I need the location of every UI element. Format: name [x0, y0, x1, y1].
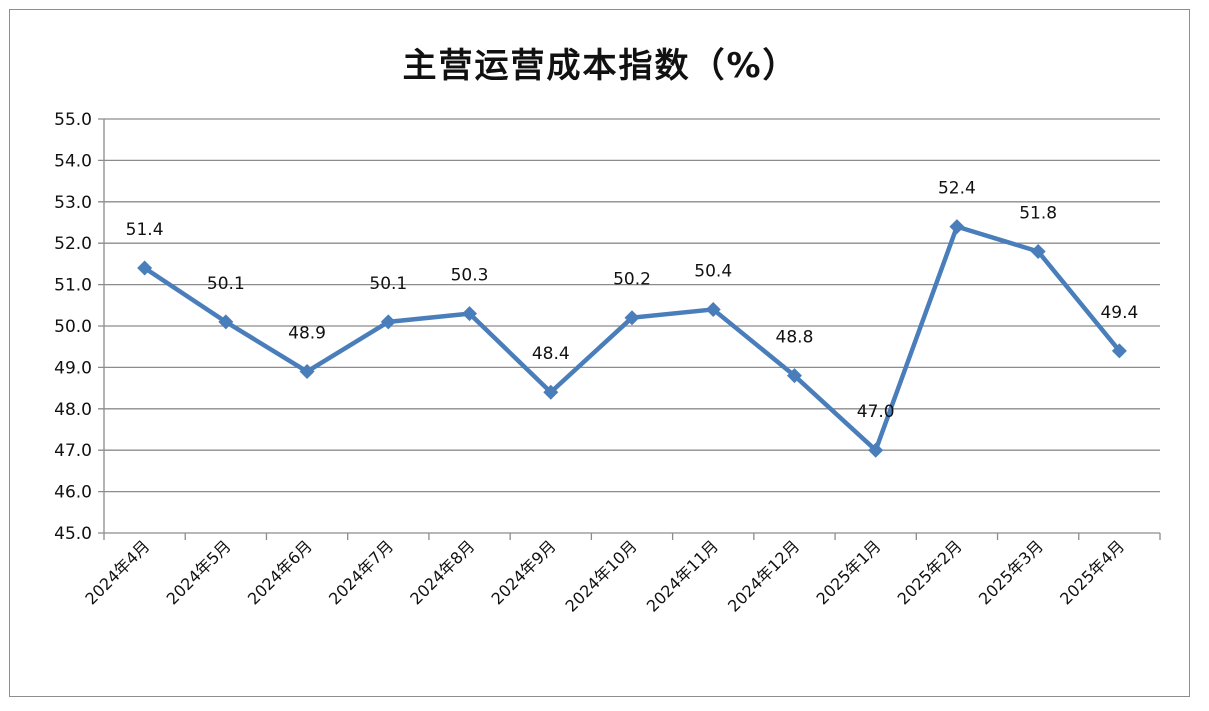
x-tick-label: 2024年4月 — [81, 536, 153, 608]
data-point — [786, 368, 802, 384]
data-point — [218, 314, 234, 330]
data-label: 50.4 — [694, 261, 732, 281]
data-label: 51.4 — [126, 220, 164, 240]
y-tick-label: 48.0 — [54, 400, 92, 420]
data-label: 51.8 — [1019, 203, 1057, 223]
x-tick-label: 2024年12月 — [724, 536, 803, 615]
y-tick-label: 50.0 — [54, 317, 92, 337]
data-label: 50.2 — [613, 270, 651, 290]
x-tick-label: 2024年9月 — [488, 536, 560, 608]
y-tick-label: 45.0 — [54, 524, 92, 544]
x-tick-label: 2024年5月 — [163, 536, 235, 608]
data-point — [949, 219, 965, 235]
data-label: 49.4 — [1100, 303, 1138, 323]
data-point — [1030, 243, 1046, 259]
y-tick-label: 49.0 — [54, 358, 92, 378]
data-label: 47.0 — [857, 402, 895, 422]
data-point — [543, 384, 559, 400]
x-tick-label: 2025年1月 — [812, 536, 884, 608]
y-tick-label: 55.0 — [54, 110, 92, 130]
data-point — [137, 260, 153, 276]
data-label: 48.4 — [532, 344, 570, 364]
x-tick-label: 2025年4月 — [1056, 536, 1128, 608]
x-tick-label: 2025年3月 — [975, 536, 1047, 608]
y-tick-label: 52.0 — [54, 234, 92, 254]
data-point — [380, 314, 396, 330]
data-point — [462, 306, 478, 322]
y-tick-label: 47.0 — [54, 441, 92, 461]
y-tick-label: 46.0 — [54, 483, 92, 503]
chart-frame: 主营运营成本指数（%） — [9, 9, 1190, 697]
x-tick-label: 2024年11月 — [643, 536, 722, 615]
data-label: 48.8 — [776, 328, 814, 348]
data-point — [705, 301, 721, 317]
data-label: 50.3 — [451, 266, 489, 286]
x-tick-label: 2024年6月 — [244, 536, 316, 608]
y-tick-label: 51.0 — [54, 276, 92, 296]
data-label: 50.1 — [369, 274, 407, 294]
x-tick-label: 2024年10月 — [562, 536, 641, 615]
data-label: 50.1 — [207, 274, 245, 294]
y-tick-label: 53.0 — [54, 193, 92, 213]
x-tick-label: 2025年2月 — [894, 536, 966, 608]
chart-title: 主营运营成本指数（%） — [402, 46, 799, 86]
x-tick-label: 2024年7月 — [325, 536, 397, 608]
data-point — [1111, 343, 1127, 359]
data-point — [299, 364, 315, 380]
data-point — [624, 310, 640, 326]
data-label: 52.4 — [938, 179, 976, 199]
y-tick-label: 54.0 — [54, 151, 92, 171]
x-tick-label: 2024年8月 — [406, 536, 478, 608]
data-point — [868, 442, 884, 458]
data-label: 48.9 — [288, 324, 326, 344]
